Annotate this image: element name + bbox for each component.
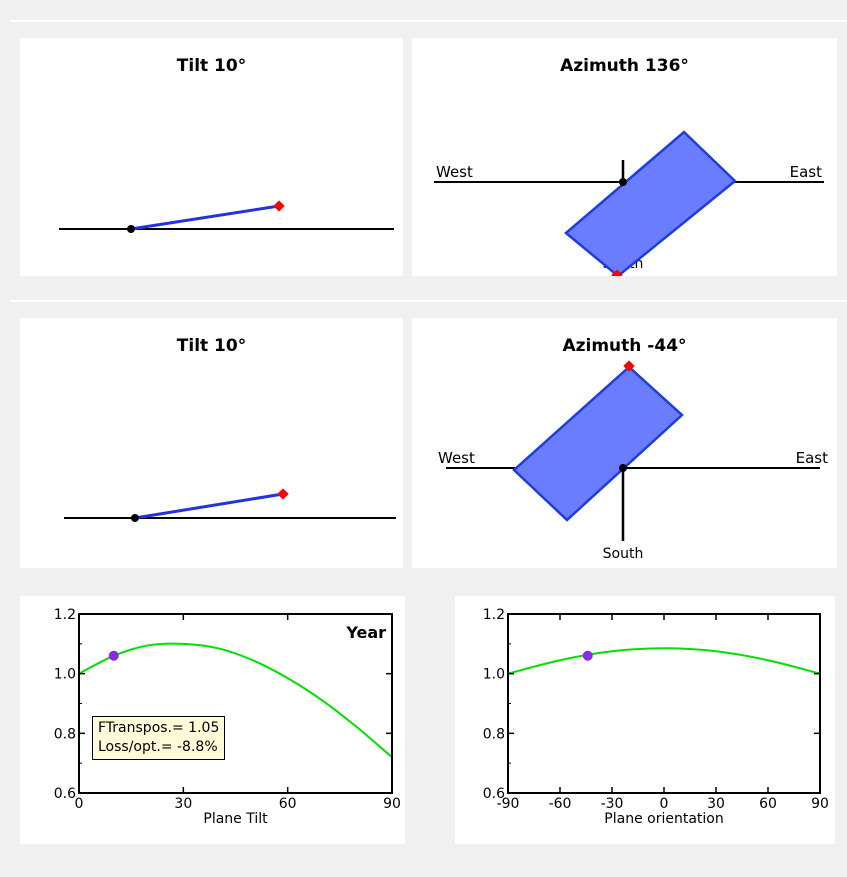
loss-value: Loss/opt.= -8.8% [98,739,218,755]
y-tick-label: 0.6 [54,786,76,802]
x-tick-label: 60 [759,796,777,812]
x-tick-label: 90 [811,796,829,812]
x-tick-label: 60 [279,796,297,812]
x-axis-label: Plane Tilt [203,811,268,827]
west-label: West [436,163,473,181]
azimuth-panel-2: Azimuth -44° West East South [412,318,837,568]
x-tick-label: 30 [707,796,725,812]
x-tick-label: 0 [75,796,84,812]
y-tick-label: 0.8 [54,726,76,742]
tilt-title-2: Tilt 10° [176,336,247,356]
plot-frame [507,613,821,794]
tilt-top-marker [277,488,289,500]
x-tick-label: 30 [174,796,192,812]
east-label: East [790,163,822,181]
y-tick-label: 1.2 [483,607,505,623]
tilt-diagram-1 [59,200,394,233]
separator-top [10,20,847,22]
east-label: East [796,449,828,467]
orientation-chart-panel: 0.6 0.8 1.0 1.2 -90 -60 -30 0 30 60 90 Plane orient… [455,596,835,844]
transposition-info-box: FTranspos.= 1.05 Loss/opt.= -8.8% [92,716,226,760]
y-tick-label: 1.0 [54,667,76,683]
x-tick-label: 0 [660,796,669,812]
azimuth-title-2: Azimuth -44° [562,336,687,356]
y-tick-label: 0.8 [483,726,505,742]
plane-shape [564,130,737,276]
orientation-factor-chart: 0.6 0.8 1.0 1.2 -90 -60 -30 0 30 60 90 Plane orient… [483,607,829,827]
tilt-plane-line [134,492,284,520]
azimuth-title-1: Azimuth 136° [560,56,689,76]
x-tick-label: -60 [549,796,572,812]
period-label: Year [345,623,386,642]
x-tick-label: -30 [601,796,624,812]
tilt-panel-2: Tilt 10° [20,318,403,568]
plane-shape [512,365,684,522]
current-value-marker [108,650,119,661]
pivot-point [131,514,139,522]
x-axis-label: Plane orientation [604,811,723,827]
tilt-plane-line [130,204,280,231]
south-label: South [603,546,644,562]
y-tick-label: 1.0 [483,667,505,683]
x-tick-label: -90 [497,796,520,812]
west-label: West [438,449,475,467]
azimuth-marker [611,269,623,276]
azimuth-diagram-1: South West East [434,130,824,276]
tilt-factor-chart: 0.6 0.8 1.0 1.2 0 30 60 90 Plane Tilt Year [54,607,401,827]
series-line [507,647,821,675]
tilt-panel-1: Tilt 10° [20,38,403,276]
tilt-chart-panel: 0.6 0.8 1.0 1.2 0 30 60 90 Plane Tilt Year FTrans… [20,596,405,844]
azimuth-panel-1: Azimuth 136° South West East [412,38,837,276]
center-point [619,178,627,186]
pivot-point [127,225,135,233]
tilt-top-marker [273,200,285,212]
tilt-title-1: Tilt 10° [176,56,247,76]
ftranspos-value: FTranspos.= 1.05 [98,720,220,736]
separator-middle [10,300,847,302]
y-tick-label: 0.6 [483,786,505,802]
plot-frame [78,613,393,794]
current-value-marker [582,650,593,661]
x-tick-label: 90 [383,796,401,812]
azimuth-diagram-2: West East South [438,360,828,562]
center-point [619,464,627,472]
series-line [78,642,393,758]
tilt-diagram-2 [64,488,396,522]
y-tick-label: 1.2 [54,607,76,623]
